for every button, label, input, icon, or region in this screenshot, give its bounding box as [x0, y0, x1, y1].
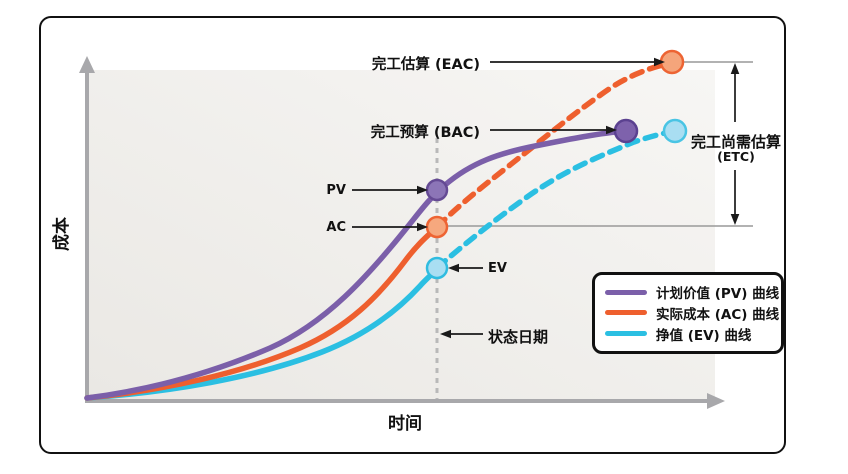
ac-swatch-icon — [605, 310, 647, 316]
ac-point-marker — [425, 215, 449, 239]
status-date-arrowhead-icon — [440, 329, 451, 339]
legend-label-pv: 计划价值 (PV) 曲线 — [656, 286, 780, 303]
ev-swatch-icon — [605, 331, 647, 337]
eac-arrowhead-icon — [654, 57, 665, 67]
etc-label-line1: 完工尚需估算 — [690, 133, 781, 151]
ac-label: AC — [326, 220, 346, 235]
ev-point-marker — [425, 256, 449, 280]
etc-label-line2: (ETC) — [717, 149, 755, 164]
eac-label: 完工估算 (EAC) — [371, 57, 480, 73]
bac-point-marker — [613, 118, 639, 144]
y-axis-arrow-icon — [79, 56, 95, 73]
ev-arrowhead-icon — [448, 263, 459, 273]
pv-point-marker — [425, 178, 449, 202]
legend-item-ac: 实际成本 (AC) 曲线 — [605, 303, 779, 323]
y-axis-title: 成本 — [52, 217, 72, 251]
legend-item-ev: 挣值 (EV) 曲线 — [605, 324, 771, 344]
etc-up-arrowhead-icon — [730, 63, 740, 74]
legend-label-ac: 实际成本 (AC) 曲线 — [656, 306, 780, 323]
legend: 计划价值 (PV) 曲线 实际成本 (AC) 曲线 挣值 (EV) 曲线 — [592, 272, 784, 354]
chart-frame-border — [39, 16, 786, 454]
ac-curve — [84, 224, 440, 401]
etc-down-arrowhead-icon — [730, 214, 740, 225]
ev-label: EV — [488, 261, 507, 276]
ac-forecast-curve — [434, 60, 675, 230]
x-axis-arrow-icon — [707, 393, 725, 409]
legend-item-pv: 计划价值 (PV) 曲线 — [605, 282, 779, 302]
bac-arrowhead-icon — [606, 125, 617, 135]
x-axis-title: 时间 — [388, 414, 422, 434]
legend-label-ev: 挣值 (EV) 曲线 — [656, 327, 752, 344]
status-date-label: 状态日期 — [488, 328, 549, 346]
ev-forecast-curve — [434, 128, 678, 271]
ev-curve — [84, 265, 440, 401]
pv-swatch-icon — [605, 289, 647, 295]
ac-arrowhead-icon — [417, 222, 428, 232]
pv-arrowhead-icon — [417, 185, 428, 195]
bac-label: 完工预算 (BAC) — [370, 125, 480, 141]
ev-end-point-marker — [662, 118, 688, 144]
pv-label: PV — [326, 183, 346, 198]
